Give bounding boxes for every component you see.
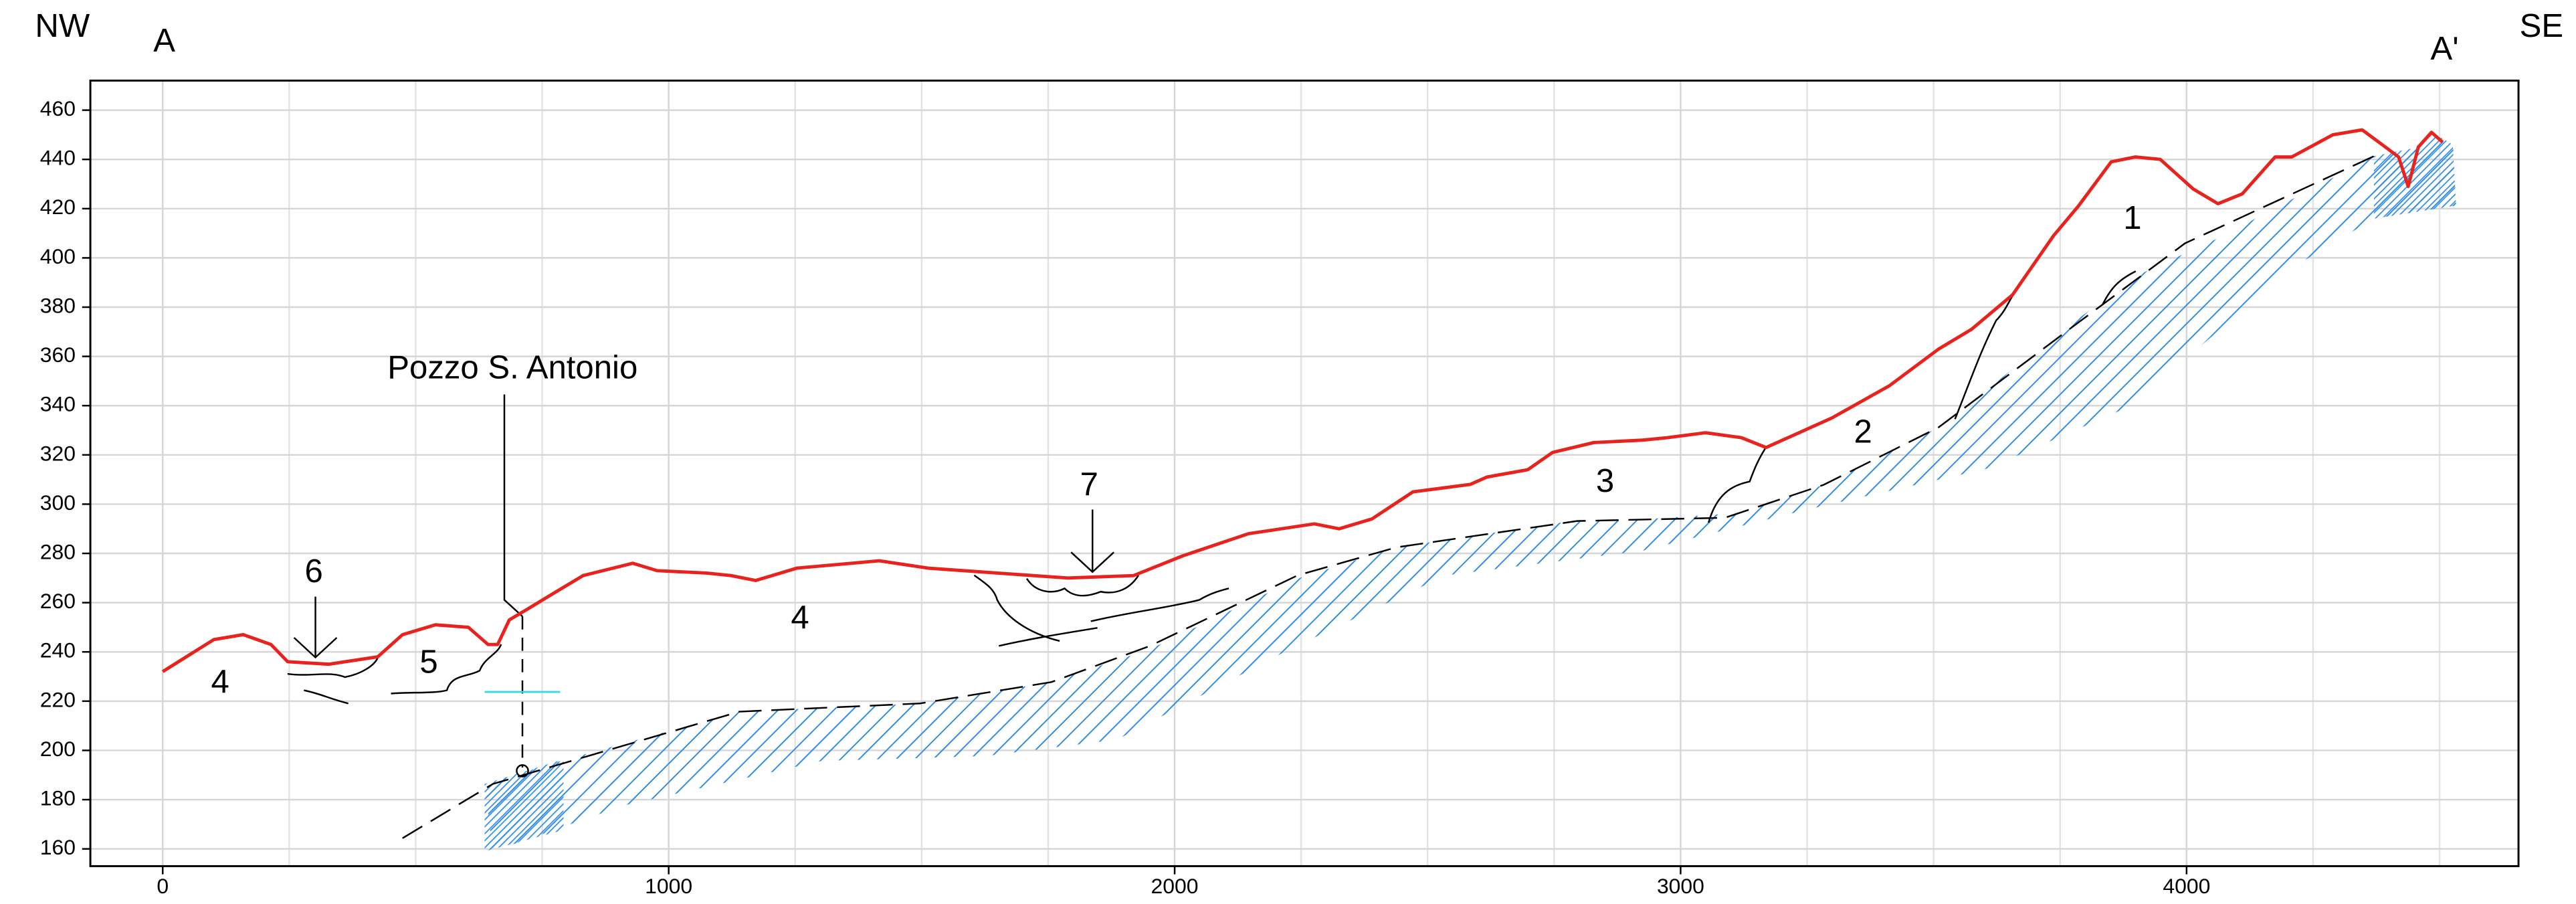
y-tick-label: 260	[40, 589, 76, 613]
annotation: 5	[419, 644, 437, 680]
x-tick-label: 1000	[645, 874, 692, 898]
annotation: SE	[2520, 8, 2564, 44]
annotation: 3	[1596, 463, 1614, 499]
annotation: 4	[791, 600, 809, 636]
plot-frame	[90, 80, 2518, 866]
annotation: A'	[2430, 31, 2458, 67]
bedrock-hatch	[485, 140, 2456, 851]
annotation: NW	[35, 8, 90, 44]
x-tick-label: 2000	[1151, 874, 1199, 898]
y-tick-label: 160	[40, 835, 76, 859]
bedrock-dense	[2374, 132, 2456, 219]
x-tick-label: 0	[157, 874, 169, 898]
annotation: A	[153, 23, 175, 59]
annotation: 1	[2123, 200, 2141, 236]
y-tick-label: 280	[40, 539, 76, 563]
y-tick-label: 360	[40, 343, 76, 367]
x-tick-label: 3000	[1657, 874, 1704, 898]
annotation: 6	[304, 553, 322, 590]
x-tick-label: 4000	[2163, 874, 2210, 898]
y-tick-label: 440	[40, 146, 76, 170]
y-tick-label: 220	[40, 687, 76, 711]
annotation: Pozzo S. Antonio	[387, 350, 637, 386]
y-tick-label: 420	[40, 195, 76, 219]
annotation: 4	[211, 664, 229, 700]
page: {"chart_data": {"type": "line", "annotat…	[0, 0, 2576, 904]
annotation: 2	[1854, 414, 1872, 450]
y-tick-label: 340	[40, 392, 76, 416]
chart: 0 1000 2000 3000 4000 160 180 200 220 240 260 280 30…	[0, 0, 2576, 904]
y-tick-label: 460	[40, 96, 76, 120]
y-tick-label: 180	[40, 786, 76, 810]
y-tick-label: 380	[40, 293, 76, 317]
grid	[90, 80, 2518, 866]
y-tick-label: 320	[40, 441, 76, 465]
y-tick-label: 200	[40, 737, 76, 761]
leader-arrow	[294, 395, 1114, 658]
y-tick-label: 400	[40, 244, 76, 268]
geology	[288, 132, 2456, 852]
y-tick-label: 240	[40, 638, 76, 662]
y-tick-label: 300	[40, 490, 76, 515]
annotation: 7	[1080, 466, 1098, 503]
bedrock-dense	[485, 759, 564, 852]
